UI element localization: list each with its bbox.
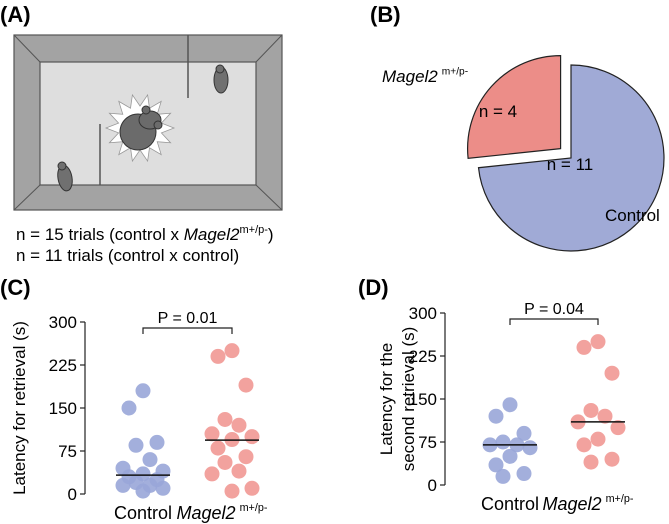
panel-label: (C) — [0, 275, 31, 300]
data-point — [502, 448, 518, 464]
data-point — [583, 402, 599, 418]
category-label: Control — [481, 494, 539, 514]
y-axis-label: Latency for retrieval (s) — [10, 321, 29, 495]
data-point — [224, 483, 240, 499]
data-point — [516, 425, 532, 441]
data-point — [488, 457, 504, 473]
data-point — [604, 451, 620, 467]
data-point — [224, 343, 240, 359]
significance-bracket — [509, 318, 599, 325]
arena — [13, 34, 283, 211]
data-point — [231, 417, 247, 433]
data-point — [121, 400, 137, 416]
y-tick-label: 225 — [409, 347, 437, 366]
y-tick-label: 0 — [428, 476, 437, 495]
value-label: n = 4 — [479, 102, 517, 121]
data-point — [115, 477, 131, 493]
data-point — [155, 480, 171, 496]
data-point — [149, 434, 165, 450]
data-point — [142, 452, 158, 468]
superscript: m+/p- — [239, 224, 268, 236]
data-point — [210, 440, 226, 456]
data-point — [231, 463, 247, 479]
trial-count: n = 11 trials (control x control) — [16, 246, 239, 265]
data-point — [597, 408, 613, 424]
text: n = 15 trials (control x — [16, 225, 184, 244]
data-point — [502, 397, 518, 413]
data-point — [238, 449, 254, 465]
data-point — [516, 466, 532, 482]
data-point — [576, 339, 592, 355]
data-point — [590, 334, 606, 350]
data-point — [610, 420, 626, 436]
panel-label: (B) — [370, 2, 401, 27]
data-point — [583, 454, 599, 470]
text: ) — [268, 225, 274, 244]
data-point — [135, 483, 151, 499]
superscript: m+/p- — [606, 493, 634, 505]
data-point — [244, 480, 260, 496]
category-label: Control — [114, 503, 172, 523]
text: Magel2 — [543, 494, 602, 514]
y-tick-label: 150 — [49, 399, 77, 418]
data-point — [128, 437, 144, 453]
data-point — [604, 365, 620, 381]
data-point — [522, 440, 538, 456]
category-label: Magel2 m+/p- — [177, 502, 268, 523]
data-point — [495, 434, 511, 450]
data-point — [204, 466, 220, 482]
y-axis-label: second retrieval (s) — [399, 327, 418, 472]
superscript: m+/p- — [240, 502, 268, 514]
pie-slice — [477, 64, 665, 252]
y-axis-label: Latency for the — [377, 343, 396, 455]
category-label: Magel2 m+/p- — [543, 493, 634, 514]
data-point — [590, 431, 606, 447]
data-point — [495, 468, 511, 484]
text: Magel2 — [184, 225, 240, 244]
panel-label: (D) — [358, 275, 389, 300]
y-tick-label: 300 — [49, 313, 77, 332]
text: Control — [114, 503, 172, 523]
y-tick-label: 75 — [58, 442, 77, 461]
text: Control — [605, 206, 660, 225]
text: Magel2 — [382, 67, 438, 86]
data-point — [488, 408, 504, 424]
annotation: P = 0.04 — [524, 301, 584, 318]
y-tick-label: 75 — [418, 433, 437, 452]
category-label: Magel2 m+/p- — [382, 66, 468, 86]
y-tick-label: 0 — [68, 485, 77, 504]
value-label: n = 11 — [547, 155, 593, 174]
data-point — [204, 426, 220, 442]
data-point — [135, 383, 151, 399]
trial-count: n = 15 trials (control x Magel2m+/p-) — [16, 224, 274, 244]
data-point — [244, 429, 260, 445]
data-point — [217, 454, 233, 470]
data-point — [217, 411, 233, 427]
y-tick-label: 300 — [409, 304, 437, 323]
text: Control — [481, 494, 539, 514]
significance-bracket — [142, 327, 233, 334]
annotation: P = 0.01 — [158, 310, 218, 327]
data-point — [576, 437, 592, 453]
panel-label: (A) — [0, 2, 31, 27]
data-point — [210, 348, 226, 364]
pie-slice — [467, 55, 562, 160]
text: Magel2 — [177, 503, 236, 523]
superscript: m+/p- — [442, 66, 468, 77]
y-tick-label: 225 — [49, 356, 77, 375]
data-point — [238, 377, 254, 393]
y-tick-label: 150 — [409, 390, 437, 409]
category-label: Control — [605, 206, 660, 225]
